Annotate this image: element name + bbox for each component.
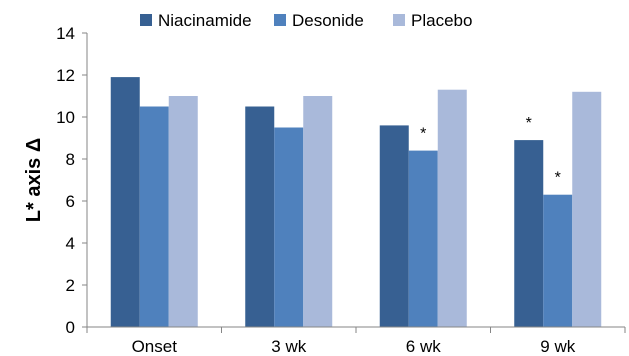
legend: Niacinamide Desonide Placebo <box>140 11 472 30</box>
legend-label-placebo: Placebo <box>411 11 472 30</box>
bar-niacinamide-2 <box>379 125 409 328</box>
y-tick-label: 8 <box>66 150 75 169</box>
significance-marker: * <box>420 126 426 143</box>
y-tick-label: 0 <box>66 318 75 337</box>
significance-marker: * <box>526 115 532 132</box>
y-tick-label: 6 <box>66 192 75 211</box>
y-tick-label: 10 <box>56 108 75 127</box>
legend-swatch-placebo <box>393 14 405 26</box>
y-tick-label: 14 <box>56 24 75 43</box>
significance-markers: * * * <box>420 115 561 187</box>
bars <box>110 77 602 328</box>
bar-desonide-2 <box>408 150 438 327</box>
bar-placebo-1 <box>303 96 333 327</box>
bar-desonide-3 <box>543 194 573 327</box>
bar-niacinamide-3 <box>514 140 544 327</box>
y-tick-label: 2 <box>66 276 75 295</box>
x-tick-label: 9 wk <box>540 337 575 356</box>
bar-placebo-2 <box>437 89 467 327</box>
significance-marker: * <box>555 170 561 187</box>
bar-placebo-3 <box>572 91 602 327</box>
legend-label-niacinamide: Niacinamide <box>158 11 252 30</box>
y-axis: 0 2 4 6 8 10 12 14 <box>56 24 88 337</box>
x-tick-label: 6 wk <box>406 337 441 356</box>
bar-niacinamide-0 <box>110 77 140 327</box>
bar-desonide-0 <box>139 106 169 327</box>
bar-desonide-1 <box>274 127 304 327</box>
y-axis-title: L* axis Δ <box>23 138 45 222</box>
bar-placebo-0 <box>168 96 198 327</box>
x-axis: Onset 3 wk 6 wk 9 wk <box>86 326 626 356</box>
bar-niacinamide-1 <box>245 106 275 327</box>
legend-swatch-desonide <box>274 14 286 26</box>
y-tick-label: 4 <box>66 234 75 253</box>
x-tick-label: Onset <box>132 337 178 356</box>
legend-swatch-niacinamide <box>140 14 152 26</box>
x-tick-label: 3 wk <box>271 337 306 356</box>
y-tick-label: 12 <box>56 66 75 85</box>
legend-label-desonide: Desonide <box>292 11 364 30</box>
